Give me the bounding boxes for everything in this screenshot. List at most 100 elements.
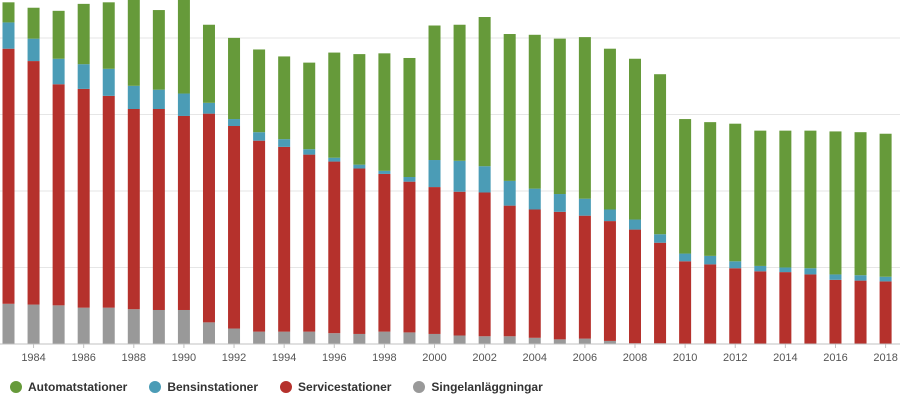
- bar-segment[interactable]: [102, 2, 115, 69]
- bar-segment[interactable]: [253, 132, 266, 141]
- bar-segment[interactable]: [102, 307, 115, 344]
- bar-segment[interactable]: [52, 305, 65, 344]
- bar-segment[interactable]: [202, 322, 215, 344]
- bar-segment[interactable]: [854, 275, 867, 281]
- bar-segment[interactable]: [403, 181, 416, 333]
- bar-segment[interactable]: [553, 38, 566, 195]
- bar-segment[interactable]: [303, 154, 316, 332]
- bar-segment[interactable]: [779, 267, 792, 273]
- bar-segment[interactable]: [503, 336, 516, 344]
- bar-segment[interactable]: [804, 274, 817, 344]
- bar-segment[interactable]: [729, 123, 742, 262]
- bar-segment[interactable]: [403, 332, 416, 344]
- bar-segment[interactable]: [478, 336, 491, 344]
- bar-segment[interactable]: [578, 338, 591, 344]
- bar-segment[interactable]: [2, 2, 15, 23]
- bar-segment[interactable]: [378, 173, 391, 332]
- bar-segment[interactable]: [754, 130, 767, 266]
- bar-segment[interactable]: [403, 177, 416, 182]
- bar-segment[interactable]: [303, 149, 316, 155]
- bar-segment[interactable]: [478, 166, 491, 193]
- bar-segment[interactable]: [353, 333, 366, 344]
- bar-segment[interactable]: [253, 331, 266, 344]
- bar-segment[interactable]: [553, 194, 566, 212]
- bar-segment[interactable]: [278, 331, 291, 344]
- bar-segment[interactable]: [77, 64, 90, 89]
- bar-segment[interactable]: [854, 280, 867, 344]
- bar-segment[interactable]: [127, 309, 140, 344]
- bar-segment[interactable]: [278, 146, 291, 332]
- legend-item-singelanlaggningar[interactable]: Singelanläggningar: [413, 380, 543, 394]
- bar-segment[interactable]: [679, 253, 692, 262]
- bar-segment[interactable]: [704, 122, 717, 256]
- bar-segment[interactable]: [804, 130, 817, 269]
- bar-segment[interactable]: [177, 93, 190, 116]
- bar-segment[interactable]: [102, 68, 115, 96]
- bar-segment[interactable]: [629, 229, 641, 344]
- bar-segment[interactable]: [278, 56, 291, 140]
- bar-segment[interactable]: [152, 10, 165, 90]
- bar-segment[interactable]: [879, 276, 892, 282]
- bar-segment[interactable]: [328, 161, 341, 334]
- bar-segment[interactable]: [52, 58, 65, 85]
- bar-segment[interactable]: [378, 53, 391, 171]
- legend-item-bensinstationer[interactable]: Bensinstationer: [149, 380, 258, 394]
- bar-segment[interactable]: [629, 219, 641, 230]
- bar-segment[interactable]: [879, 281, 892, 344]
- bar-segment[interactable]: [378, 170, 391, 174]
- bar-segment[interactable]: [754, 265, 767, 272]
- legend-item-servicestationer[interactable]: Servicestationer: [280, 380, 391, 394]
- bar-segment[interactable]: [127, 0, 140, 86]
- bar-segment[interactable]: [854, 132, 867, 276]
- bar-segment[interactable]: [2, 48, 15, 304]
- bar-segment[interactable]: [603, 48, 616, 210]
- bar-segment[interactable]: [127, 109, 140, 310]
- bar-segment[interactable]: [253, 49, 266, 133]
- bar-segment[interactable]: [553, 211, 566, 340]
- bar-segment[interactable]: [353, 164, 366, 169]
- bar-segment[interactable]: [528, 188, 541, 210]
- bar-segment[interactable]: [729, 261, 742, 269]
- bar-segment[interactable]: [27, 304, 40, 344]
- bar-segment[interactable]: [829, 131, 842, 275]
- bar-segment[interactable]: [428, 160, 441, 188]
- bar-segment[interactable]: [679, 119, 692, 254]
- bar-segment[interactable]: [453, 335, 466, 345]
- bar-segment[interactable]: [253, 140, 266, 332]
- bar-segment[interactable]: [754, 271, 767, 344]
- bar-segment[interactable]: [654, 242, 667, 344]
- bar-segment[interactable]: [578, 215, 591, 339]
- bar-segment[interactable]: [528, 209, 541, 338]
- bar-segment[interactable]: [779, 272, 792, 344]
- bar-segment[interactable]: [228, 328, 241, 344]
- bar-segment[interactable]: [152, 109, 165, 310]
- bar-segment[interactable]: [77, 88, 90, 308]
- bar-segment[interactable]: [303, 62, 316, 150]
- bar-segment[interactable]: [779, 130, 792, 268]
- legend-item-automatstationer[interactable]: Automatstationer: [10, 380, 127, 394]
- bar-segment[interactable]: [303, 331, 316, 344]
- bar-segment[interactable]: [27, 38, 40, 62]
- bar-segment[interactable]: [879, 133, 892, 277]
- bar-segment[interactable]: [428, 187, 441, 334]
- bar-segment[interactable]: [553, 339, 566, 344]
- bar-segment[interactable]: [603, 221, 616, 341]
- bar-segment[interactable]: [353, 54, 366, 165]
- bar-segment[interactable]: [679, 261, 692, 344]
- bar-segment[interactable]: [202, 102, 215, 114]
- bar-segment[interactable]: [629, 58, 641, 220]
- bar-segment[interactable]: [102, 95, 115, 308]
- bar-segment[interactable]: [654, 234, 667, 243]
- bar-segment[interactable]: [152, 309, 165, 344]
- bar-segment[interactable]: [52, 10, 65, 59]
- bar-segment[interactable]: [52, 84, 65, 306]
- bar-segment[interactable]: [403, 57, 416, 178]
- bar-segment[interactable]: [2, 22, 15, 49]
- bar-segment[interactable]: [503, 205, 516, 337]
- bar-segment[interactable]: [503, 180, 516, 206]
- bar-segment[interactable]: [453, 191, 466, 336]
- bar-segment[interactable]: [378, 331, 391, 344]
- bar-segment[interactable]: [328, 157, 341, 162]
- bar-segment[interactable]: [77, 3, 90, 65]
- bar-segment[interactable]: [528, 34, 541, 189]
